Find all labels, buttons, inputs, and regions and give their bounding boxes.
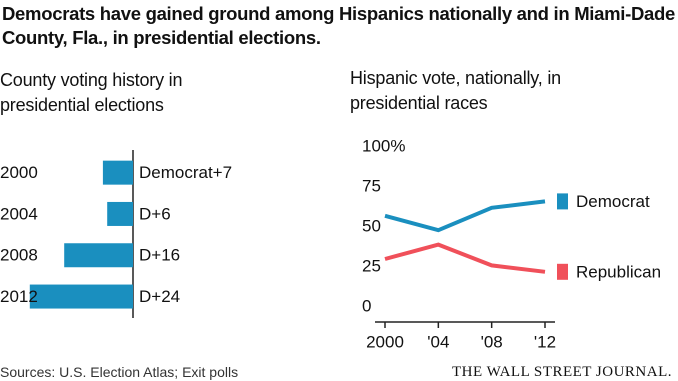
y-tick-label: 0 [362, 296, 371, 315]
legend-swatch [557, 263, 568, 280]
y-tick-label: 50 [362, 216, 381, 235]
credit: THE WALL STREET JOURNAL. [451, 364, 672, 380]
category-label: 2008 [0, 246, 38, 265]
category-label: 2012 [0, 287, 38, 306]
value-label: D+24 [139, 287, 180, 306]
subtitle: County voting history in presidential el… [0, 70, 183, 115]
legend-swatch [557, 193, 568, 210]
bar [29, 284, 133, 309]
value-label: D+6 [139, 204, 171, 223]
bar [64, 243, 133, 268]
x-tick-label: '04 [427, 332, 449, 351]
line [384, 242, 546, 274]
bar [107, 201, 133, 226]
category-label: 2000 [0, 163, 38, 182]
y-tick-label: 25 [362, 256, 381, 275]
value-label: Democrat+7 [139, 163, 232, 182]
y-tick-label: 100% [362, 136, 405, 155]
source: Sources: U.S. Election Atlas; Exit polls [0, 364, 239, 380]
legend-label: Democrat [576, 192, 650, 211]
subtitle: Hispanic vote, nationally, in presidenti… [350, 68, 561, 113]
y-tick-label: 75 [362, 176, 381, 195]
value-label: D+16 [139, 246, 180, 265]
bar [102, 160, 133, 185]
line [384, 199, 546, 233]
x-tick-label: '12 [534, 332, 556, 351]
x-tick-label: 2000 [366, 332, 404, 351]
category-label: 2004 [0, 204, 38, 223]
legend-label: Republican [576, 262, 661, 281]
chart-title: Democrats have gained ground among Hispa… [2, 3, 676, 48]
x-tick-label: '08 [481, 332, 503, 351]
